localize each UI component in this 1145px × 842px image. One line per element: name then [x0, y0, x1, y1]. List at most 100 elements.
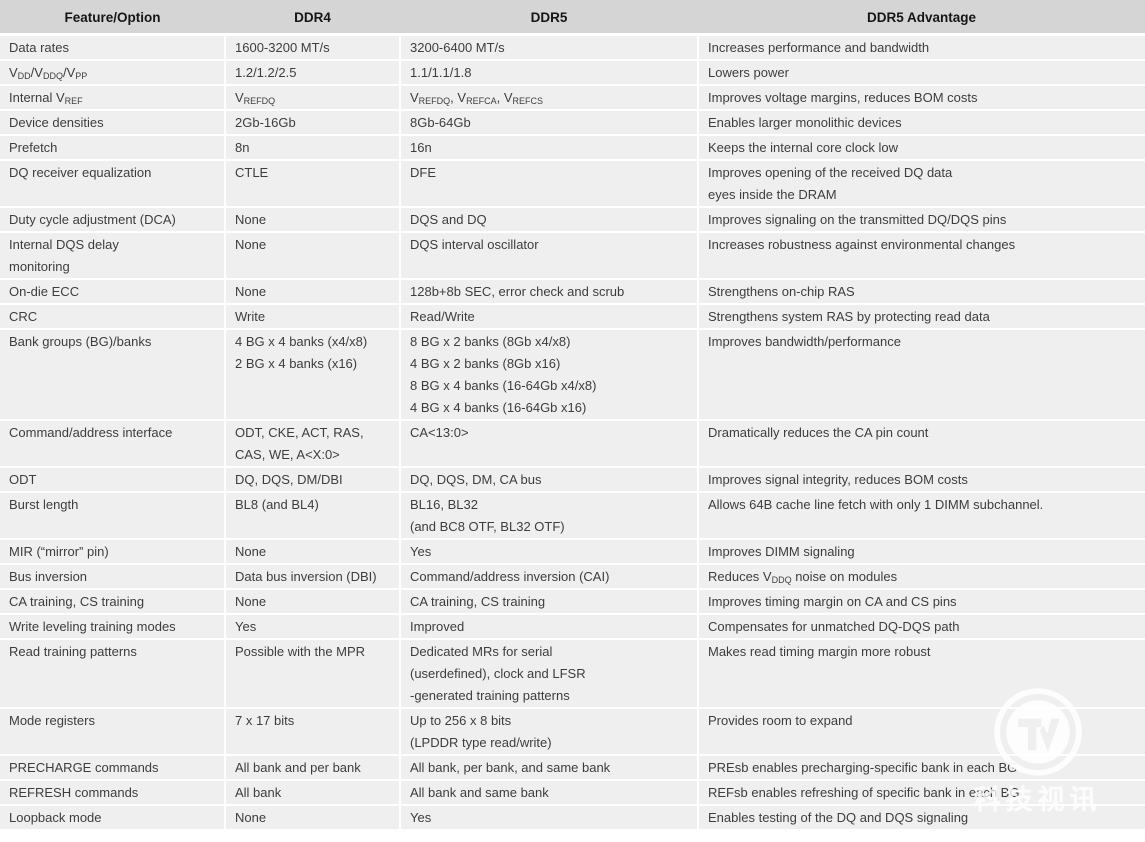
- cell-line: Possible with the MPR: [235, 644, 366, 659]
- cell-ddr4: None: [225, 539, 401, 565]
- cell-advantage: Enables larger monolithic devices: [698, 110, 1145, 136]
- cell-feature: Loopback mode: [0, 805, 226, 831]
- cell-ddr4: 1600-3200 MT/s: [225, 34, 401, 61]
- cell-ddr5: Read/Write: [400, 304, 699, 330]
- cell-line: Strengthens on-chip RAS: [708, 284, 855, 299]
- cell-line: Improves signaling on the transmitted DQ…: [708, 212, 1007, 227]
- table-row: PRECHARGE commands All bank and per bank A…: [0, 755, 1145, 781]
- cell-advantage: Allows 64B cache line fetch with only 1 …: [698, 492, 1145, 540]
- cell-ddr5: CA<13:0>: [400, 420, 699, 468]
- cell-line: Read training patterns: [9, 644, 137, 659]
- cell-line: All bank: [235, 785, 282, 800]
- cell-ddr4: BL8 (and BL4): [225, 492, 401, 540]
- cell-advantage: Strengthens on-chip RAS: [698, 279, 1145, 305]
- cell-ddr5: All bank, per bank, and same bank: [400, 755, 699, 781]
- cell-feature: Device densities: [0, 110, 226, 136]
- cell-line: -generated training patterns: [410, 688, 570, 703]
- cell-line: DQ, DQS, DM/DBI: [235, 472, 343, 487]
- cell-line: 16n: [410, 140, 432, 155]
- cell-line: (and BC8 OTF, BL32 OTF): [410, 519, 565, 534]
- cell-ddr4: 8n: [225, 135, 401, 161]
- cell-ddr4: 2Gb-16Gb: [225, 110, 401, 136]
- cell-line: None: [235, 212, 267, 227]
- cell-line: VREFDQ: [235, 90, 276, 106]
- cell-line: PREsb enables precharging-specific bank …: [708, 760, 1018, 775]
- cell-line: Data bus inversion (DBI): [235, 569, 377, 584]
- cell-ddr4: All bank and per bank: [225, 755, 401, 781]
- table-row: MIR (“mirror” pin) None Yes Improves DIMM s…: [0, 539, 1145, 565]
- cell-line: Improves opening of the received DQ data: [708, 165, 953, 180]
- cell-advantage: Improves timing margin on CA and CS pins: [698, 589, 1145, 615]
- table-row: CRC Write Read/Write Strengthens system RAS…: [0, 304, 1145, 330]
- table-row: ODT DQ, DQS, DM/DBI DQ, DQS, DM, CA bus Imp…: [0, 467, 1145, 493]
- cell-line: Yes: [410, 544, 432, 559]
- cell-advantage: PREsb enables precharging-specific bank …: [698, 755, 1145, 781]
- column-header-feature: Feature/Option: [0, 0, 225, 36]
- cell-advantage: Dramatically reduces the CA pin count: [698, 420, 1145, 468]
- cell-line: CA training, CS training: [410, 594, 546, 609]
- cell-advantage: Enables testing of the DQ and DQS signal…: [698, 805, 1145, 831]
- cell-advantage: Makes read timing margin more robust: [698, 639, 1145, 709]
- cell-feature: On-die ECC: [0, 279, 226, 305]
- cell-line: Bus inversion: [9, 569, 88, 584]
- cell-advantage: REFsb enables refreshing of specific ban…: [698, 780, 1145, 806]
- cell-line: 8Gb-64Gb: [410, 115, 471, 130]
- cell-line: Internal DQS delay: [9, 237, 119, 252]
- cell-ddr4: 1.2/1.2/2.5: [225, 60, 401, 86]
- table-row: Internal VREF VREFDQ VREFDQ, VREFCA, VREFC…: [0, 85, 1145, 111]
- cell-feature: REFRESH commands: [0, 780, 226, 806]
- cell-ddr5: Dedicated MRs for serial (userdefined), c…: [400, 639, 699, 709]
- cell-line: Dedicated MRs for serial: [410, 644, 553, 659]
- cell-line: Write leveling training modes: [9, 619, 176, 634]
- cell-ddr5: Yes: [400, 805, 699, 831]
- cell-line: All bank and same bank: [410, 785, 549, 800]
- cell-advantage: Lowers power: [698, 60, 1145, 86]
- cell-advantage: Improves voltage margins, reduces BOM co…: [698, 85, 1145, 111]
- cell-line: Makes read timing margin more robust: [708, 644, 931, 659]
- cell-line: 8 BG x 2 banks (8Gb x4/x8): [410, 334, 571, 349]
- cell-line: PRECHARGE commands: [9, 760, 159, 775]
- cell-feature: DQ receiver equalization: [0, 160, 226, 208]
- cell-line: 3200-6400 MT/s: [410, 40, 505, 55]
- cell-line: BL8 (and BL4): [235, 497, 319, 512]
- cell-line: Loopback mode: [9, 810, 102, 825]
- cell-ddr4: CTLE: [225, 160, 401, 208]
- cell-advantage: Keeps the internal core clock low: [698, 135, 1145, 161]
- cell-feature: ODT: [0, 467, 226, 493]
- cell-advantage: Compensates for unmatched DQ-DQS path: [698, 614, 1145, 640]
- cell-ddr5: 8 BG x 2 banks (8Gb x4/x8) 4 BG x 2 banks…: [400, 329, 699, 421]
- cell-ddr4: 4 BG x 4 banks (x4/x8) 2 BG x 4 banks (x1…: [225, 329, 401, 421]
- cell-line: (LPDDR type read/write): [410, 735, 552, 750]
- cell-line: 1.2/1.2/2.5: [235, 65, 297, 80]
- table-row: Internal DQS delay monitoring None DQS inte…: [0, 232, 1145, 280]
- cell-line: Yes: [410, 810, 432, 825]
- cell-line: DQS interval oscillator: [410, 237, 539, 252]
- cell-line: Strengthens system RAS by protecting rea…: [708, 309, 990, 324]
- cell-ddr4: None: [225, 805, 401, 831]
- cell-line: On-die ECC: [9, 284, 80, 299]
- cell-line: None: [235, 810, 267, 825]
- cell-ddr5: DQS interval oscillator: [400, 232, 699, 280]
- cell-ddr4: None: [225, 232, 401, 280]
- cell-line: 4 BG x 2 banks (8Gb x16): [410, 356, 561, 371]
- cell-advantage: Improves opening of the received DQ data…: [698, 160, 1145, 208]
- cell-line: ODT, CKE, ACT, RAS,: [235, 425, 364, 440]
- cell-feature: Read training patterns: [0, 639, 226, 709]
- cell-advantage: Reduces VDDQ noise on modules: [698, 564, 1145, 590]
- cell-ddr5: DQS and DQ: [400, 207, 699, 233]
- cell-line: Improves bandwidth/performance: [708, 334, 901, 349]
- cell-line: DQ receiver equalization: [9, 165, 152, 180]
- cell-line: None: [235, 237, 267, 252]
- cell-line: None: [235, 284, 267, 299]
- cell-line: Device densities: [9, 115, 104, 130]
- cell-line: Increases robustness against environment…: [708, 237, 1016, 252]
- cell-line: REFRESH commands: [9, 785, 139, 800]
- cell-line: Dramatically reduces the CA pin count: [708, 425, 929, 440]
- cell-advantage: Improves signaling on the transmitted DQ…: [698, 207, 1145, 233]
- table-row: On-die ECC None 128b+8b SEC, error check a…: [0, 279, 1145, 305]
- cell-line: Enables testing of the DQ and DQS signal…: [708, 810, 969, 825]
- cell-line: Improves DIMM signaling: [708, 544, 855, 559]
- table-row: Mode registers 7 x 17 bits Up to 256 x 8 b…: [0, 708, 1145, 756]
- table-row: Read training patterns Possible with the …: [0, 639, 1145, 709]
